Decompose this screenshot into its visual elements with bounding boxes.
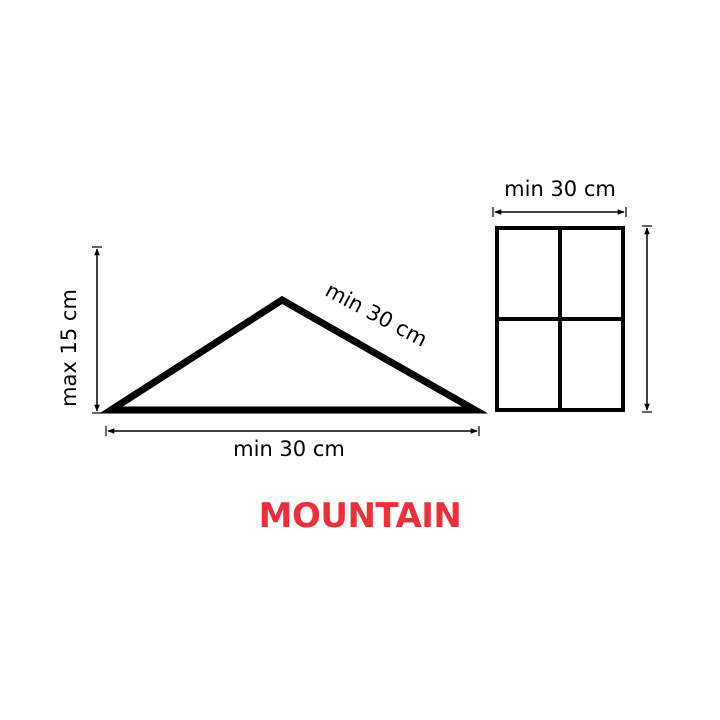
slope-label: min 30 cm [321,278,431,352]
panel-height-dimension [642,225,652,413]
mountain-triangle-shape [99,295,489,414]
height-label: max 15 cm [57,289,81,407]
base-dimension [105,426,480,436]
height-dimension [92,246,102,414]
panel-width-label: min 30 cm [504,177,616,201]
panel-grid-shape [495,226,625,412]
panel-width-dimension [492,207,627,217]
base-label: min 30 cm [233,437,345,461]
product-title: MOUNTAIN [259,496,462,536]
